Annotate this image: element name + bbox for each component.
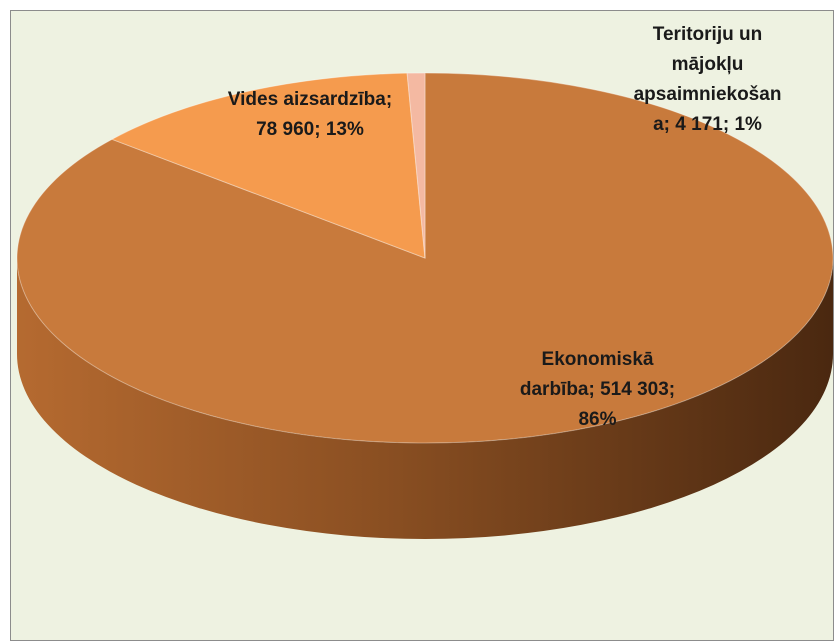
pie-slice bbox=[16, 72, 834, 444]
pie-slice bbox=[110, 72, 426, 259]
data-label: Teritoriju un mājokļu apsaimniekošana; 4… bbox=[630, 20, 785, 140]
label-category: Teritoriju un mājokļu apsaimniekošana bbox=[633, 24, 782, 135]
label-category: Vides aizsardzība bbox=[227, 89, 386, 110]
label-value: 4 171 bbox=[675, 114, 723, 135]
label-category: Ekonomiskā darbība bbox=[519, 349, 654, 400]
label-separator: ; bbox=[588, 379, 601, 400]
label-percent: 86% bbox=[578, 409, 617, 430]
label-percent: 13% bbox=[325, 119, 364, 140]
label-separator: ; bbox=[668, 379, 676, 400]
label-separator: ; bbox=[314, 119, 326, 140]
label-separator: ; bbox=[385, 89, 393, 110]
data-label: Vides aizsardzība; 78 960; 13% bbox=[225, 85, 395, 145]
label-value: 78 960 bbox=[256, 119, 315, 140]
pie-side bbox=[17, 258, 833, 539]
data-label: Ekonomiskā darbība; 514 303; 86% bbox=[515, 345, 680, 435]
label-percent: 1% bbox=[734, 114, 762, 135]
label-separator: ; bbox=[663, 114, 676, 135]
label-separator: ; bbox=[722, 114, 735, 135]
pie-slice bbox=[406, 72, 426, 259]
label-value: 514 303 bbox=[600, 379, 669, 400]
